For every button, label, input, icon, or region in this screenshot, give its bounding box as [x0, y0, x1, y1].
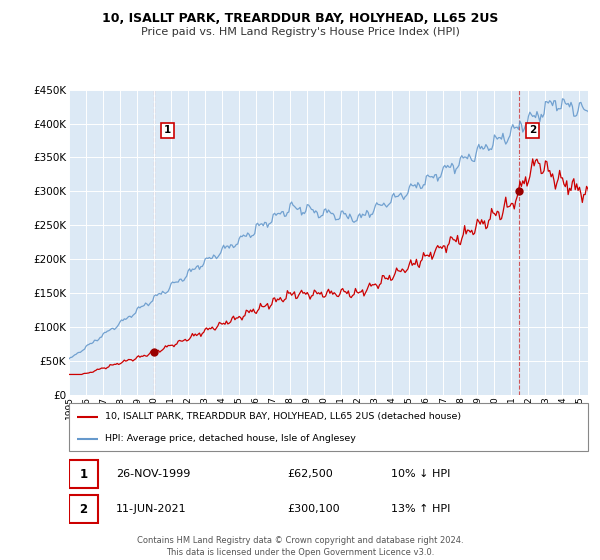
Text: 13% ↑ HPI: 13% ↑ HPI [391, 504, 450, 514]
FancyBboxPatch shape [69, 460, 98, 488]
Text: 10, ISALLT PARK, TREARDDUR BAY, HOLYHEAD, LL65 2US (detached house): 10, ISALLT PARK, TREARDDUR BAY, HOLYHEAD… [106, 412, 461, 421]
Text: £62,500: £62,500 [287, 469, 333, 479]
Text: 10, ISALLT PARK, TREARDDUR BAY, HOLYHEAD, LL65 2US: 10, ISALLT PARK, TREARDDUR BAY, HOLYHEAD… [102, 12, 498, 25]
Text: 1: 1 [164, 125, 172, 136]
Text: HPI: Average price, detached house, Isle of Anglesey: HPI: Average price, detached house, Isle… [106, 435, 356, 444]
Text: £300,100: £300,100 [287, 504, 340, 514]
Text: 1: 1 [79, 468, 88, 480]
Text: 26-NOV-1999: 26-NOV-1999 [116, 469, 190, 479]
Text: Contains HM Land Registry data © Crown copyright and database right 2024.
This d: Contains HM Land Registry data © Crown c… [137, 536, 463, 557]
Text: 2: 2 [79, 502, 88, 516]
FancyBboxPatch shape [69, 403, 588, 451]
Text: 10% ↓ HPI: 10% ↓ HPI [391, 469, 450, 479]
Text: 11-JUN-2021: 11-JUN-2021 [116, 504, 187, 514]
FancyBboxPatch shape [69, 495, 98, 523]
Text: 2: 2 [529, 125, 536, 136]
Text: Price paid vs. HM Land Registry's House Price Index (HPI): Price paid vs. HM Land Registry's House … [140, 27, 460, 37]
